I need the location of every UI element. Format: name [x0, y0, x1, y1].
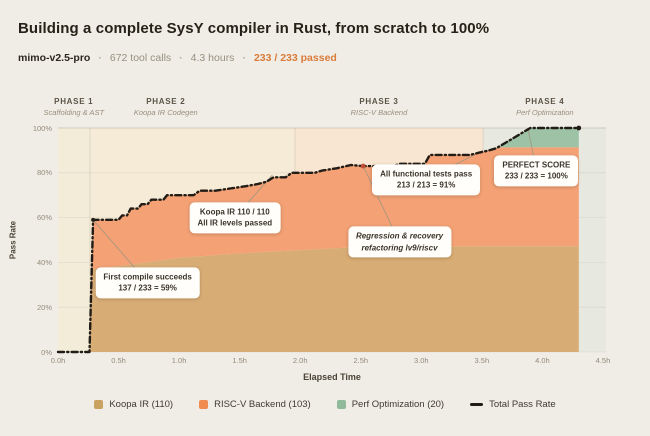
end-dot [576, 125, 582, 131]
separator-dot: · [242, 52, 246, 64]
phase-sublabel-2: Koopa IR Codegen [133, 108, 198, 117]
x-tick-2.0h: 2.0h [292, 356, 308, 365]
y-tick-100: 100% [32, 123, 52, 133]
x-tick-3.5h: 3.5h [474, 356, 490, 365]
annotation-koopa-complete: Koopa IR 110 / 110 All IR levels passed [189, 202, 281, 234]
page-title: Building a complete SysY compiler in Rus… [18, 20, 490, 37]
total-pass-rate-line [56, 126, 580, 354]
legend: Koopa IR (110) RISC-V Backend (103) Perf O… [0, 399, 650, 410]
duration-stat: 4.3 hours [190, 52, 235, 64]
legend-item-1: Koopa IR (110) [94, 399, 173, 410]
annotation-first-compile: First compile succeeds 137 / 233 = 59% [95, 266, 200, 299]
annotation-line: All IR levels passed [197, 218, 273, 228]
separator-dot: · [98, 52, 102, 64]
legend-label: Perf Optimization (20) [351, 399, 445, 410]
x-tick-4.5h: 4.5h [595, 356, 611, 365]
legend-label: RISC-V Backend (103) [214, 399, 311, 410]
area-perf-optimization [497, 128, 579, 148]
y-tick-40: 40% [36, 257, 52, 267]
tool-calls-stat: 672 tool calls [109, 52, 172, 64]
annotation-line: Koopa IR 110 / 110 [199, 207, 270, 216]
x-tick-0.0h: 0.0h [50, 356, 66, 365]
legend-label: Total Pass Rate [489, 399, 556, 410]
subtitle: mimo-v2.5-pro · 672 tool calls · 4.3 hou… [18, 52, 337, 64]
regression-dot [360, 163, 366, 169]
legend-square-swatch [336, 400, 346, 409]
y-tick-0: 0% [41, 347, 52, 357]
legend-dash-swatch [470, 403, 484, 406]
legend-label: Koopa IR (110) [109, 399, 174, 410]
y-tick-80: 80% [36, 168, 52, 178]
separator-dot: · [179, 52, 183, 64]
x-tick-0.5h: 0.5h [111, 356, 126, 365]
annotation-line: 213 / 213 = 91% [396, 180, 456, 190]
annotation-functional-pass: All functional tests pass 213 / 213 = 91% [372, 163, 481, 196]
phase-label-3: PHASE 3 [359, 97, 399, 106]
annotation-line: All functional tests pass [380, 168, 473, 178]
annotation-perfect-score: PERFECT SCORE 233 / 233 = 100% [494, 154, 579, 187]
annotation-regression: Regression & recovery refactoring lv9/ris… [347, 226, 452, 258]
model-name: mimo-v2.5-pro [18, 52, 91, 64]
phase-label-4: PHASE 4 [525, 97, 565, 106]
y-axis-title: Pass Rate [8, 220, 18, 260]
x-tick-3.0h: 3.0h [414, 356, 429, 365]
phase-sublabel-1: Scaffolding & AST [43, 108, 105, 117]
annotation-line: refactoring lv9/riscv [361, 243, 438, 253]
legend-item-4: Total Pass Rate [470, 399, 556, 410]
phase-sublabel-4: Perf Optimization [516, 108, 574, 117]
y-tick-20: 20% [36, 302, 52, 312]
x-tick-1.0h: 1.0h [171, 356, 187, 365]
annotation-line: 137 / 233 = 59% [118, 283, 177, 293]
annotation-line: First compile succeeds [103, 271, 192, 281]
phase-band-1 [58, 128, 90, 352]
legend-item-3: Perf Optimization (20) [336, 399, 445, 410]
x-tick-2.5h: 2.5h [353, 356, 369, 365]
legend-item-2: RISC-V Backend (103) [199, 399, 311, 410]
area-riscv-backend [58, 147, 579, 352]
phase-label-2: PHASE 2 [146, 97, 186, 106]
annotation-line: PERFECT SCORE [502, 159, 571, 169]
x-tick-4.0h: 4.0h [535, 356, 550, 365]
first-compile-dot [91, 217, 96, 222]
passed-stat: 233 / 233 passed [253, 52, 337, 64]
annotation-line: 233 / 233 = 100% [504, 171, 568, 181]
legend-square-swatch [94, 400, 104, 409]
x-tick-1.5h: 1.5h [232, 356, 247, 365]
y-tick-60: 60% [36, 213, 52, 223]
x-axis-title: Elapsed Time [303, 372, 361, 382]
phase-sublabel-3: RISC-V Backend [350, 108, 408, 117]
annotation-line: Regression & recovery [355, 231, 444, 241]
phase-label-1: PHASE 1 [54, 97, 94, 106]
legend-square-swatch [199, 400, 209, 409]
